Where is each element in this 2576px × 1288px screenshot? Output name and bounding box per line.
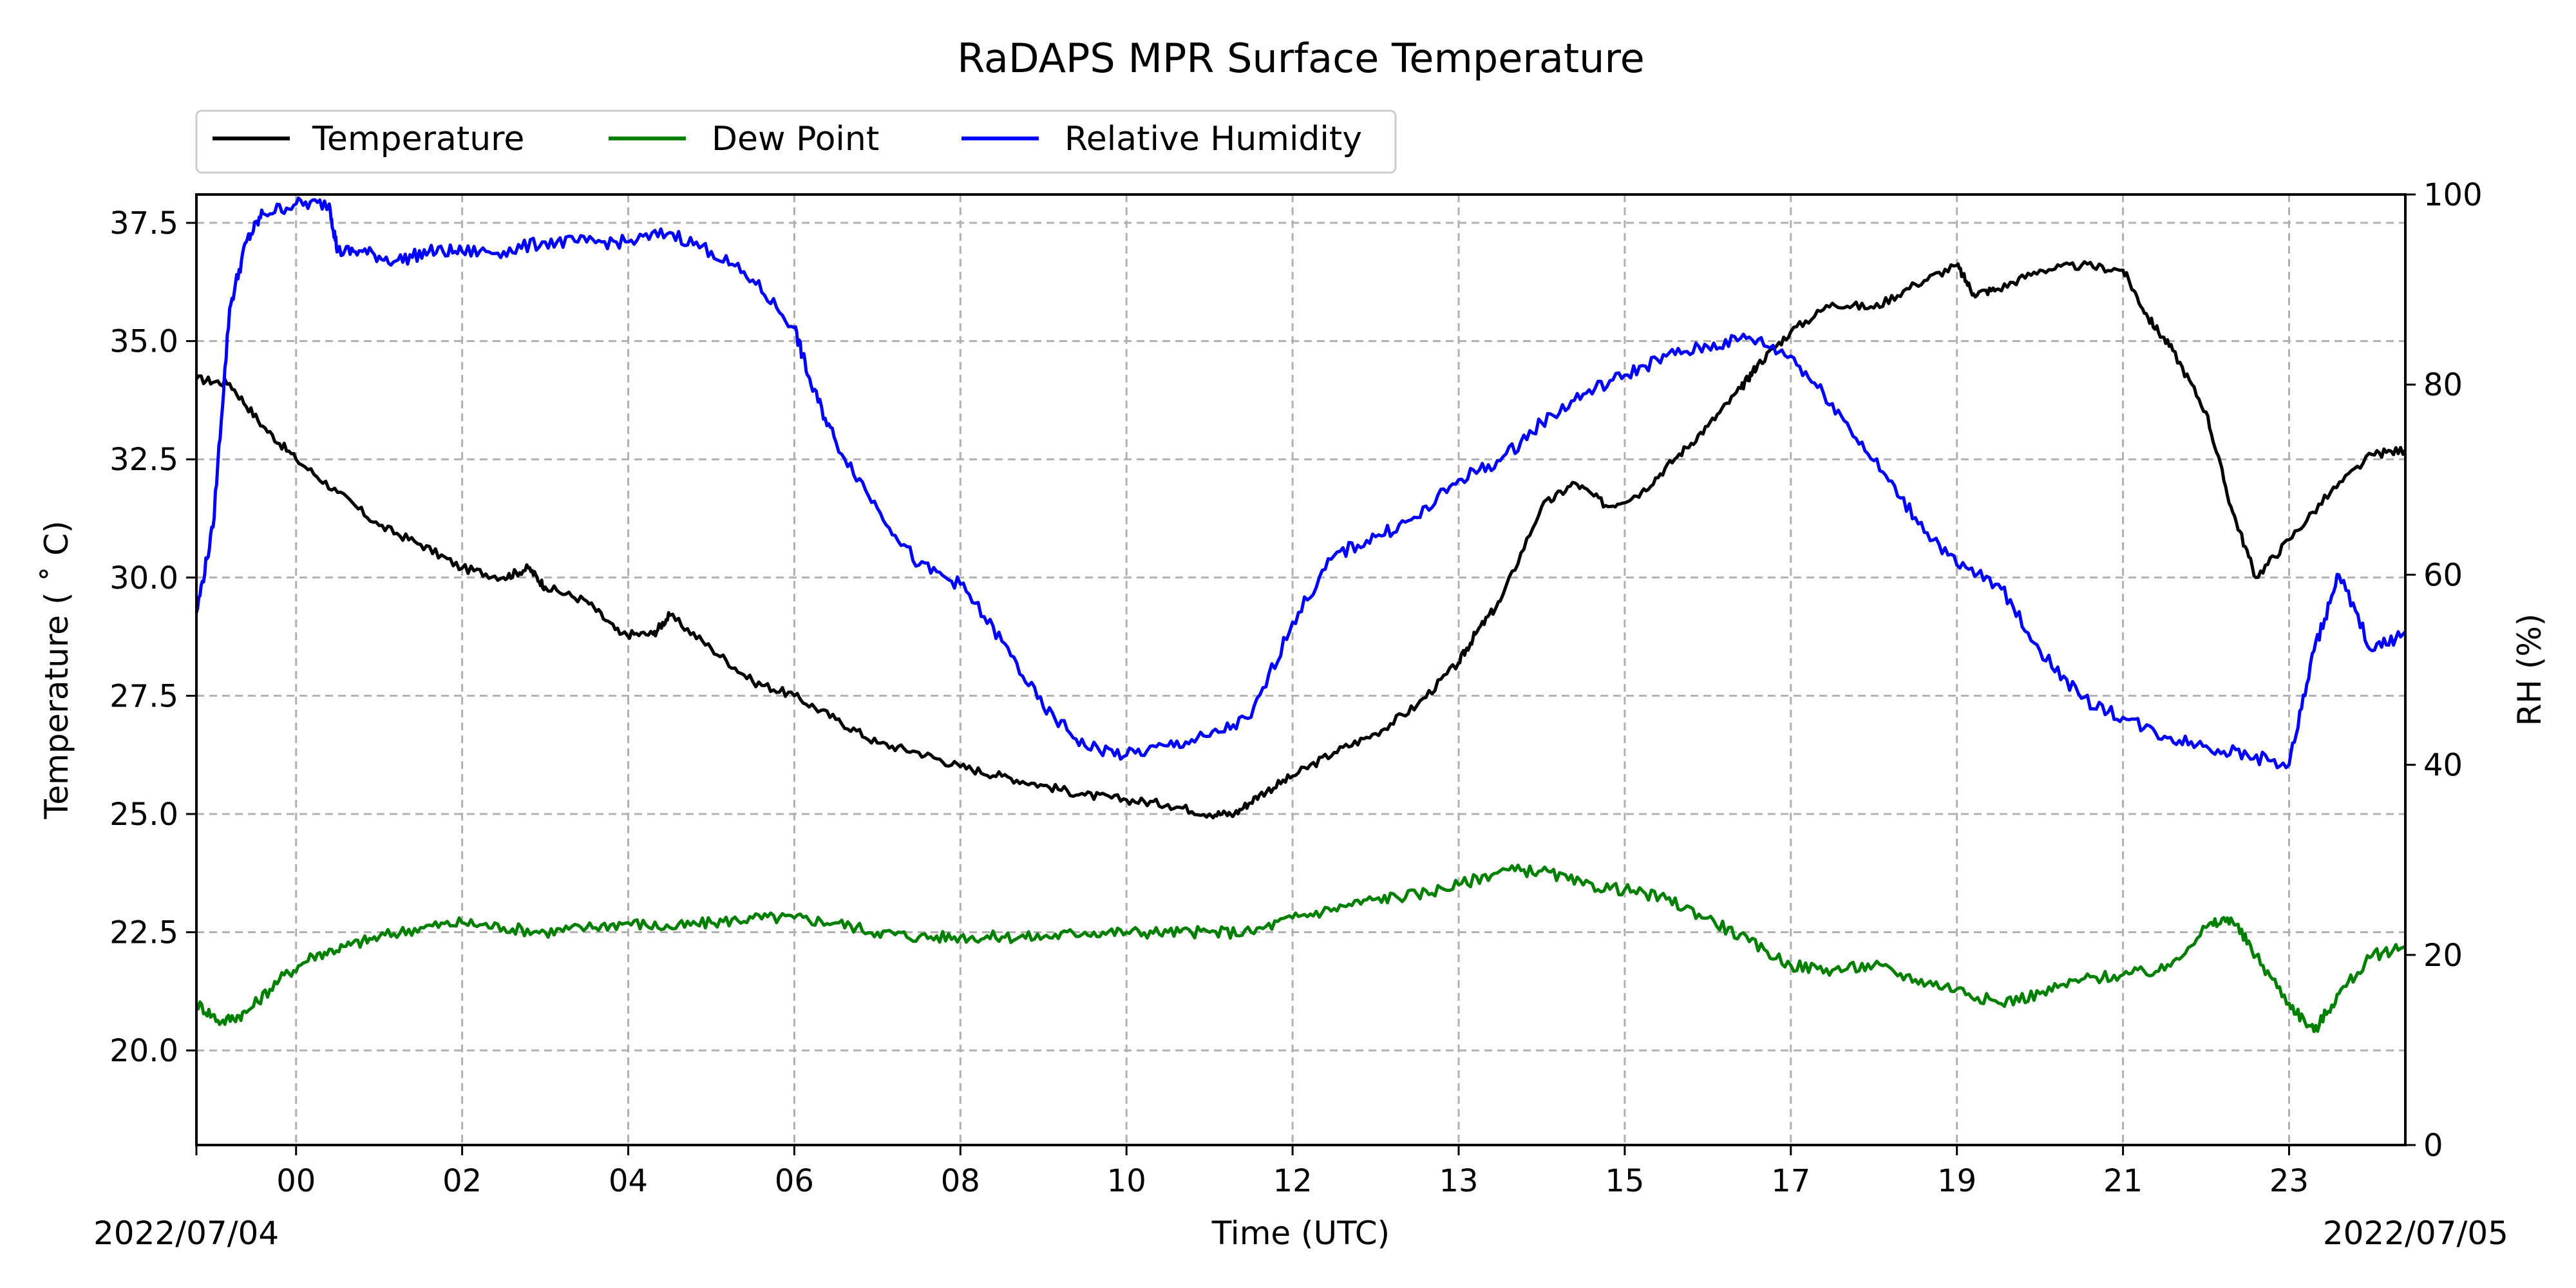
y-right-tick-label: 20 [2423, 938, 2463, 974]
x-tick-label: 00 [276, 1163, 316, 1199]
y-right-tick-label: 100 [2423, 177, 2483, 213]
y-left-tick-label: 22.5 [109, 915, 178, 951]
y-left-tick-label: 32.5 [109, 442, 178, 478]
plot-frame [195, 193, 2407, 1146]
series-line-temperature [195, 260, 2407, 820]
legend-label: Temperature [312, 120, 524, 158]
series-line-dew-point [194, 864, 2406, 1034]
date-label-end: 2022/07/05 [2323, 1215, 2508, 1252]
y-left-tick-label: 20.0 [109, 1033, 178, 1069]
y-axis-right-label: RH (%) [2511, 614, 2548, 726]
x-tick-label: 04 [609, 1163, 648, 1199]
y-left-tick-label: 27.5 [109, 678, 178, 714]
gridlines [196, 194, 2405, 1145]
x-tick-label: 08 [941, 1163, 980, 1199]
legend-label: Dew Point [712, 120, 879, 158]
y-axis-left: 20.0 22.5 25.0 27.5 30.0 32.5 35.0 37.5 [109, 205, 196, 1069]
x-tick-label: 21 [2103, 1163, 2143, 1199]
x-axis: 00 02 04 06 08 10 12 13 15 17 19 21 23 [195, 1145, 2309, 1199]
legend-label: Relative Humidity [1065, 120, 1362, 158]
date-label-start: 2022/07/04 [93, 1215, 279, 1252]
y-left-tick-label: 37.5 [109, 205, 178, 242]
x-axis-label: Time (UTC) [1211, 1215, 1390, 1252]
y-right-tick-label: 0 [2423, 1128, 2443, 1164]
chart-title: RaDAPS MPR Surface Temperature [957, 35, 1645, 82]
y-left-tick-label: 30.0 [109, 560, 178, 596]
y-right-tick-label: 60 [2423, 557, 2463, 593]
x-tick-label: 12 [1273, 1163, 1312, 1199]
y-right-tick-label: 80 [2423, 367, 2463, 403]
y-left-tick-label: 35.0 [109, 324, 178, 360]
y-axis-right: 0 20 40 60 80 100 [2405, 177, 2483, 1164]
legend-box [195, 109, 1397, 174]
y-left-tick-label: 25.0 [109, 797, 178, 833]
x-tick-label: 15 [1605, 1163, 1644, 1199]
legend: Temperature Dew Point Relative Humidity [195, 109, 1397, 174]
x-tick-label: 19 [1937, 1163, 1976, 1199]
x-tick-label: 13 [1439, 1163, 1478, 1199]
x-tick-label: 10 [1107, 1163, 1146, 1199]
series-line-relative-humidity [194, 196, 2407, 770]
x-tick-label: 02 [442, 1163, 482, 1199]
y-axis-left-label: Temperature ( ˚ C) [38, 520, 75, 819]
x-tick-label: 17 [1771, 1163, 1810, 1199]
x-tick-label: 06 [775, 1163, 814, 1199]
y-right-tick-label: 40 [2423, 748, 2463, 784]
series-layer [194, 196, 2407, 1034]
x-tick-label: 23 [2269, 1163, 2309, 1199]
